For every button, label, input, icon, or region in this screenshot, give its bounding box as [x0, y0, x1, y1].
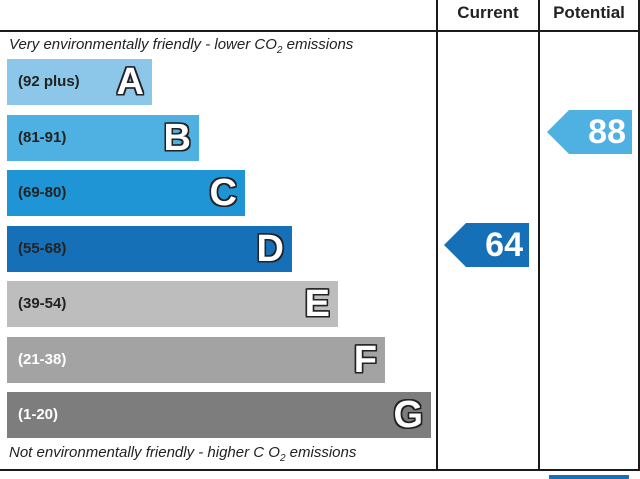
current-arrow-shape [444, 223, 529, 267]
band-range-label: (55-68) [18, 240, 67, 257]
band-f: (21-38) F [7, 337, 385, 383]
footer-rule [0, 469, 640, 471]
band-c: (69-80) C [7, 170, 245, 216]
current-rating-arrow: 64 [444, 223, 529, 267]
band-letter: G [393, 394, 423, 436]
band-a: (92 plus) A [7, 59, 152, 105]
divider-left [436, 0, 438, 471]
bottom-tab-edge [549, 475, 629, 479]
band-letter: E [304, 283, 330, 325]
band-letter: A [116, 61, 144, 103]
band-letter: F [353, 339, 377, 381]
band-range-label: (81-91) [18, 129, 67, 146]
top-caption: Very environmentally friendly - lower CO… [9, 36, 354, 56]
divider-right [638, 0, 640, 471]
divider-mid [538, 0, 540, 471]
band-range-label: (21-38) [18, 351, 67, 368]
band-letter: C [209, 172, 237, 214]
potential-rating-value: 88 [588, 113, 626, 151]
band-d: (55-68) D [7, 226, 292, 272]
band-range-label: (39-54) [18, 295, 67, 312]
band-letter: B [163, 117, 191, 159]
band-range-label: (92 plus) [18, 73, 80, 90]
band-e: (39-54) E [7, 281, 338, 327]
band-range-label: (69-80) [18, 184, 67, 201]
potential-arrow-shape [547, 110, 632, 154]
band-b: (81-91) B [7, 115, 199, 161]
band-g: (1-20) G [7, 392, 431, 438]
bottom-caption: Not environmentally friendly - higher C … [9, 444, 357, 464]
header-rule [0, 30, 640, 32]
band-range-label: (1-20) [18, 406, 59, 423]
band-letter: D [256, 228, 284, 270]
current-rating-value: 64 [485, 226, 523, 264]
potential-rating-arrow: 88 [547, 110, 632, 154]
potential-column-header: Potential [553, 3, 625, 22]
current-column-header: Current [457, 3, 519, 22]
